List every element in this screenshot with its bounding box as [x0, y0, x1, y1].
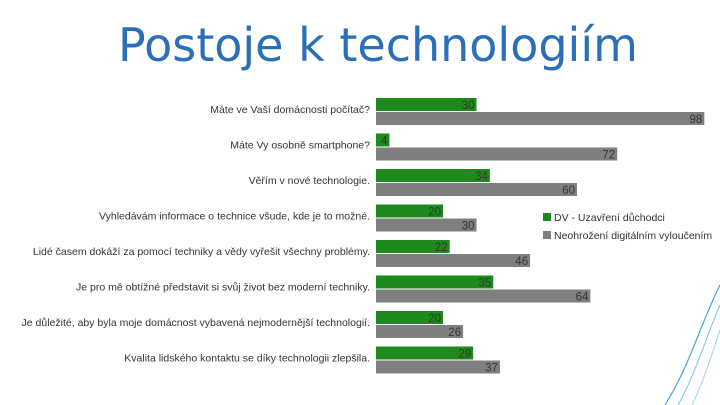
category-label: Máte Vy osobně smartphone? — [230, 140, 370, 152]
bar-green — [376, 275, 494, 289]
category-label: Lidé časem dokáží za pomocí techniky a v… — [33, 246, 370, 258]
data-label: 46 — [515, 256, 528, 268]
data-label: 72 — [602, 150, 615, 162]
category-label: Máte ve Vaší domácnosti počítač? — [210, 104, 370, 116]
data-label: 35 — [478, 278, 491, 290]
data-label: 30 — [462, 221, 475, 233]
bar-gray — [376, 254, 531, 267]
legend-label: Neohrožení digitálním vyloučením — [554, 230, 712, 242]
data-label: 60 — [562, 185, 575, 197]
data-label: 20 — [428, 313, 441, 325]
bar-green — [376, 169, 490, 182]
bar-gray — [376, 360, 500, 374]
data-label: 22 — [435, 242, 448, 254]
decorative-curves — [664, 285, 720, 405]
category-label: Je pro mě obtížné představit si svůj živ… — [76, 282, 370, 294]
bar-gray — [376, 112, 705, 125]
data-label: 64 — [576, 292, 589, 304]
bar-green — [376, 98, 477, 111]
category-label: Vyhledávám informace o technice všude, k… — [99, 211, 370, 223]
bar-gray — [376, 218, 477, 232]
category-label: Je důležité, aby byla moje domácnost vyb… — [22, 317, 370, 329]
data-label: 34 — [475, 171, 488, 183]
bar-gray — [376, 183, 577, 196]
bar-green — [376, 311, 443, 324]
bar-gray — [376, 147, 618, 161]
bar-green — [376, 204, 443, 218]
bar-green — [376, 346, 474, 360]
slide-title: Postoje k technologiím — [118, 18, 638, 72]
bar-green — [376, 240, 450, 253]
category-label: Kvalita lidského kontaktu se díky techno… — [124, 353, 370, 365]
data-label: 30 — [462, 100, 475, 112]
legend-swatch — [543, 213, 551, 221]
data-label: 98 — [690, 114, 703, 126]
data-label: 20 — [428, 207, 441, 219]
bar-green — [376, 133, 390, 147]
data-label: 4 — [381, 136, 388, 148]
legend-label: DV - Uzavření důchodci — [554, 212, 665, 224]
legend-swatch — [543, 231, 551, 239]
data-label: 29 — [458, 349, 471, 361]
data-label: 37 — [485, 363, 498, 375]
bar-gray — [376, 325, 464, 338]
category-label: Věřím v nové technologie. — [249, 175, 370, 187]
data-label: 26 — [448, 327, 461, 339]
bar-gray — [376, 289, 591, 303]
